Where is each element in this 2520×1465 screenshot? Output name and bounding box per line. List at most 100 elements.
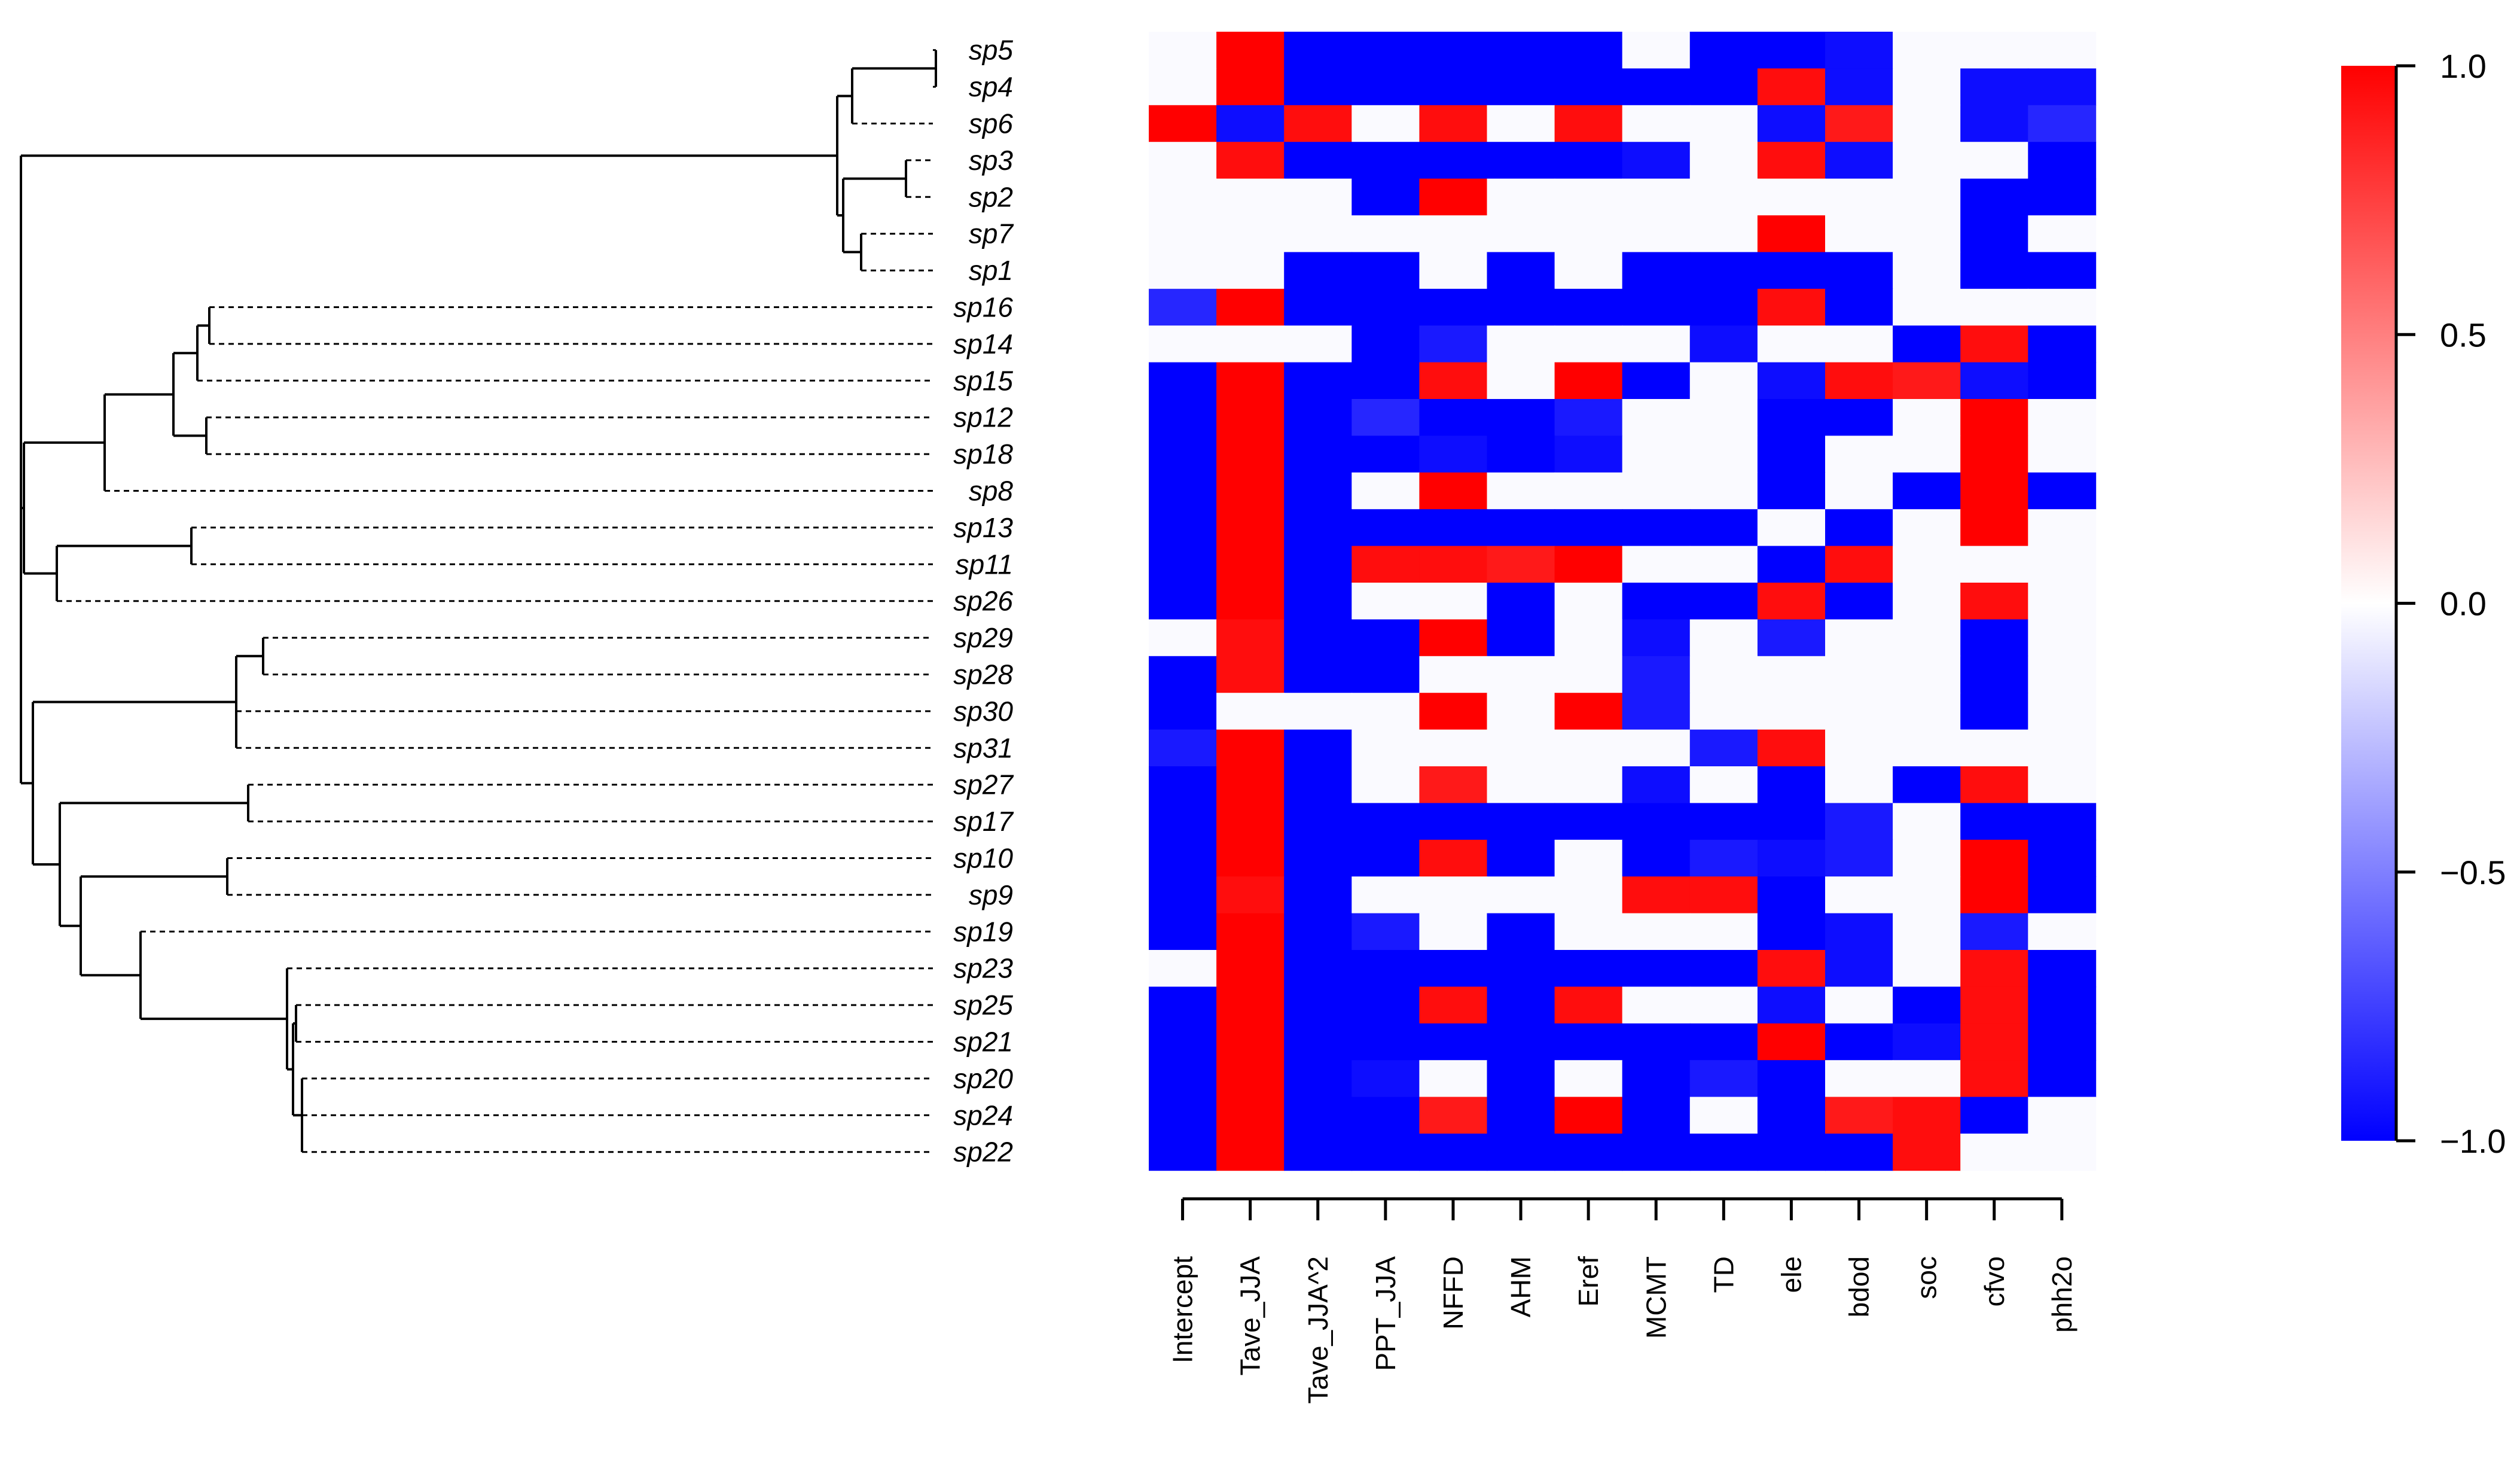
heatmap-cell xyxy=(1149,839,1217,877)
x-tick-label: MCMT xyxy=(1640,1256,1671,1339)
species-label: sp20 xyxy=(953,1063,1013,1094)
heatmap-cell xyxy=(1487,729,1555,767)
heatmap-cell xyxy=(1419,876,1488,914)
heatmap-cell xyxy=(1757,583,1826,620)
species-label: sp13 xyxy=(953,512,1013,543)
heatmap-cell xyxy=(1284,252,1353,290)
heatmap-cell xyxy=(1960,693,2029,730)
heatmap-cell xyxy=(1149,399,1217,437)
heatmap-cell xyxy=(1284,178,1353,216)
heatmap-cell xyxy=(1960,362,2029,400)
heatmap-cell xyxy=(2028,288,2097,326)
colorbar-tick-label: 0.5 xyxy=(2440,316,2487,354)
heatmap-cell xyxy=(1351,178,1420,216)
heatmap-cell xyxy=(1216,435,1285,473)
species-label: sp25 xyxy=(953,989,1013,1021)
heatmap-cell xyxy=(1419,546,1488,583)
heatmap-cell xyxy=(1825,435,1893,473)
heatmap-cell xyxy=(1757,472,1826,510)
x-tick-label: bdod xyxy=(1844,1256,1875,1317)
heatmap-cell xyxy=(1351,252,1420,290)
x-axis xyxy=(1181,1197,2064,1220)
heatmap-cell xyxy=(1284,509,1353,547)
heatmap-cell xyxy=(1487,472,1555,510)
heatmap-cell xyxy=(1622,950,1691,988)
heatmap-cell xyxy=(1554,435,1623,473)
heatmap-cell xyxy=(1757,1097,1826,1134)
heatmap-cell xyxy=(2028,693,2097,730)
heatmap-cell xyxy=(1825,1060,1893,1098)
heatmap-cell xyxy=(1689,876,1758,914)
heatmap-cell xyxy=(1960,142,2029,179)
heatmap-cell xyxy=(1893,288,1961,326)
heatmap-cell xyxy=(1893,766,1961,804)
heatmap-cell xyxy=(1893,32,1961,69)
heatmap-cell xyxy=(1757,178,1826,216)
heatmap-cell xyxy=(1622,509,1691,547)
heatmap-cell xyxy=(1960,252,2029,290)
heatmap-cell xyxy=(1960,656,2029,693)
heatmap-cell xyxy=(1149,472,1217,510)
heatmap-cell xyxy=(1960,876,2029,914)
heatmap-cell xyxy=(1351,656,1420,693)
heatmap-cell xyxy=(1351,1134,1420,1171)
heatmap-cell xyxy=(1689,32,1758,69)
heatmap-cell xyxy=(1487,509,1555,547)
x-tick-label: Tave_JJA^2 xyxy=(1302,1256,1334,1404)
heatmap-cell xyxy=(1622,1060,1691,1098)
heatmap-cell xyxy=(1554,105,1623,142)
heatmap-cell xyxy=(1419,509,1488,547)
heatmap-cell xyxy=(1825,729,1893,767)
heatmap-cell xyxy=(1284,583,1353,620)
heatmap-cell xyxy=(1757,288,1826,326)
heatmap-cell xyxy=(1351,288,1420,326)
heatmap-cell xyxy=(1216,839,1285,877)
heatmap-cell xyxy=(1149,656,1217,693)
heatmap-cell xyxy=(1487,142,1555,179)
heatmap-cell xyxy=(1284,1060,1353,1098)
heatmap-cell xyxy=(1554,766,1623,804)
heatmap-cell xyxy=(1825,1097,1893,1134)
heatmap-cell xyxy=(2028,656,2097,693)
heatmap-cell xyxy=(1487,803,1555,840)
heatmap-cell xyxy=(1825,656,1893,693)
heatmap-cell xyxy=(1487,1023,1555,1061)
heatmap-cell xyxy=(1216,876,1285,914)
heatmap-cell xyxy=(1284,1023,1353,1061)
species-label: sp14 xyxy=(953,328,1013,360)
heatmap-cell xyxy=(2028,766,2097,804)
heatmap-cell xyxy=(1419,766,1488,804)
x-tick-label: AHM xyxy=(1505,1256,1536,1317)
species-label: sp8 xyxy=(969,476,1014,507)
heatmap-cell xyxy=(1893,435,1961,473)
heatmap-cell xyxy=(1149,105,1217,142)
heatmap-cell xyxy=(1216,509,1285,547)
heatmap-cell xyxy=(1351,583,1420,620)
heatmap-cell xyxy=(1893,1134,1961,1171)
heatmap-cell xyxy=(1825,178,1893,216)
heatmap-cell xyxy=(1149,288,1217,326)
heatmap-cell xyxy=(1757,399,1826,437)
heatmap-cell xyxy=(1351,986,1420,1024)
heatmap-cell xyxy=(1825,399,1893,437)
heatmap-cell xyxy=(1757,619,1826,657)
heatmap-cell xyxy=(1487,215,1555,253)
heatmap-cell xyxy=(1757,509,1826,547)
heatmap-cell xyxy=(1216,252,1285,290)
heatmap-cell xyxy=(1960,803,2029,840)
heatmap-cell xyxy=(1351,215,1420,253)
heatmap-cell xyxy=(1960,766,2029,804)
heatmap-cell xyxy=(1284,288,1353,326)
heatmap-cell xyxy=(1757,142,1826,179)
heatmap-cell xyxy=(1216,68,1285,106)
heatmap-cell xyxy=(1893,839,1961,877)
heatmap-cell xyxy=(1351,546,1420,583)
heatmap-cell xyxy=(1960,986,2029,1024)
heatmap-cell xyxy=(1216,1023,1285,1061)
heatmap-cell xyxy=(1351,32,1420,69)
heatmap-cell xyxy=(1149,68,1217,106)
heatmap-cell xyxy=(1216,399,1285,437)
species-label: sp17 xyxy=(953,806,1014,837)
heatmap-cell xyxy=(1960,913,2029,951)
heatmap-cell xyxy=(1960,215,2029,253)
